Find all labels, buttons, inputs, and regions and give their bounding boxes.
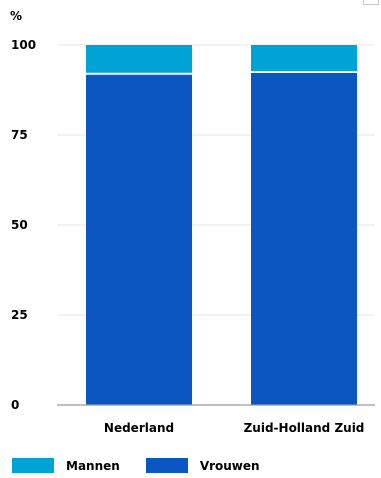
y-tick-labels: 0 25 50 75 100 <box>11 38 36 412</box>
legend-label-vrouwen: Vrouwen <box>199 458 260 473</box>
bars <box>86 45 357 406</box>
y-tick-label: 0 <box>11 398 19 412</box>
legend: Mannen Vrouwen <box>12 458 286 473</box>
x-category-label: Zuid-Holland Zuid <box>244 421 365 435</box>
legend-swatch-mannen <box>12 458 54 473</box>
bar-segment-mannen-2 <box>251 45 357 72</box>
bar-segment-vrouwen-1 <box>86 73 192 406</box>
y-tick-label: 25 <box>11 308 28 322</box>
legend-swatch-vrouwen <box>145 458 188 473</box>
x-category-labels: Nederland Zuid-Holland Zuid <box>104 421 364 435</box>
legend-label-mannen: Mannen <box>66 458 120 473</box>
bar-segment-vrouwen-2 <box>251 72 357 405</box>
y-tick-label: 50 <box>11 218 28 232</box>
x-category-label: Nederland <box>104 421 174 435</box>
bar-segment-mannen-1 <box>86 45 192 74</box>
y-tick-label: 100 <box>11 38 36 52</box>
y-tick-label: 75 <box>11 128 28 142</box>
legend-item-mannen: Mannen <box>12 458 120 473</box>
y-unit-label: % <box>10 9 22 23</box>
legend-item-vrouwen: Vrouwen <box>145 458 260 473</box>
corner-widget <box>363 0 379 5</box>
stacked-bar-chart: % 0 25 50 75 100 Nederland Zuid-Holland Zuid <box>10 9 375 435</box>
